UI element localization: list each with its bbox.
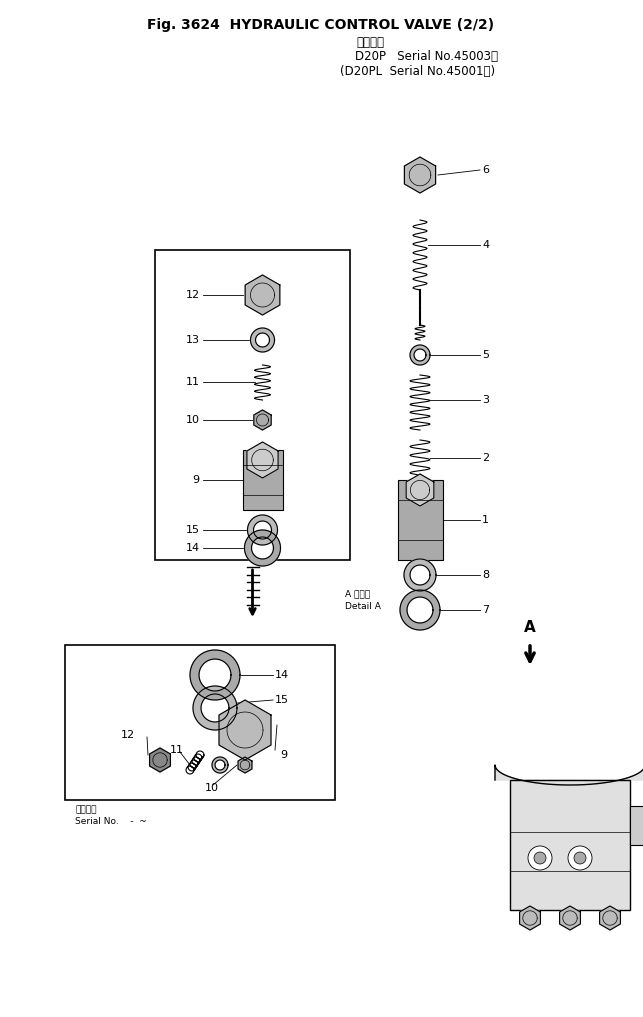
Polygon shape xyxy=(410,345,430,365)
Circle shape xyxy=(528,846,552,870)
Text: 4: 4 xyxy=(482,240,489,250)
Text: 8: 8 xyxy=(482,570,489,580)
Text: 適用号機
Serial No.    -  ~: 適用号機 Serial No. - ~ xyxy=(75,805,147,827)
Polygon shape xyxy=(245,275,280,315)
Text: 10: 10 xyxy=(205,783,219,793)
Polygon shape xyxy=(190,650,240,700)
Text: A 部詳細
Detail A: A 部詳細 Detail A xyxy=(345,589,381,611)
Polygon shape xyxy=(247,442,278,478)
Polygon shape xyxy=(600,906,620,930)
Text: 15: 15 xyxy=(275,695,289,705)
Text: A: A xyxy=(524,620,536,636)
Text: 14: 14 xyxy=(185,543,199,553)
Text: 7: 7 xyxy=(482,605,489,615)
Text: 2: 2 xyxy=(482,453,489,463)
Polygon shape xyxy=(219,700,271,760)
Polygon shape xyxy=(404,559,436,591)
Text: 3: 3 xyxy=(482,395,489,405)
Bar xyxy=(155,250,350,560)
Polygon shape xyxy=(238,757,252,773)
Polygon shape xyxy=(254,410,271,430)
Text: 15: 15 xyxy=(185,525,199,535)
Polygon shape xyxy=(559,906,581,930)
Polygon shape xyxy=(495,765,643,785)
Text: 9: 9 xyxy=(192,475,199,485)
Polygon shape xyxy=(404,157,435,193)
Polygon shape xyxy=(150,747,170,772)
Text: 13: 13 xyxy=(185,335,199,345)
Bar xyxy=(397,480,442,560)
Bar xyxy=(630,806,643,845)
Polygon shape xyxy=(251,328,275,352)
Text: 1: 1 xyxy=(482,515,489,525)
Polygon shape xyxy=(193,686,237,730)
Circle shape xyxy=(534,852,546,864)
Text: 11: 11 xyxy=(185,377,199,387)
Circle shape xyxy=(568,846,592,870)
Text: 12: 12 xyxy=(121,730,135,740)
Bar xyxy=(65,645,335,800)
Polygon shape xyxy=(520,906,540,930)
Text: 12: 12 xyxy=(185,290,199,300)
Circle shape xyxy=(574,852,586,864)
Text: Fig. 3624  HYDRAULIC CONTROL VALVE (2/2): Fig. 3624 HYDRAULIC CONTROL VALVE (2/2) xyxy=(147,18,494,32)
Polygon shape xyxy=(248,515,278,545)
Text: 9: 9 xyxy=(280,750,287,760)
Bar xyxy=(242,450,282,510)
Text: (D20PL  Serial No.45001～): (D20PL Serial No.45001～) xyxy=(340,65,495,78)
Polygon shape xyxy=(244,530,280,566)
Text: 11: 11 xyxy=(170,745,184,755)
Text: 6: 6 xyxy=(482,165,489,175)
Bar xyxy=(510,780,630,910)
Polygon shape xyxy=(400,590,440,630)
Text: 10: 10 xyxy=(185,415,199,425)
Polygon shape xyxy=(212,757,228,773)
Text: 14: 14 xyxy=(275,670,289,680)
Text: 5: 5 xyxy=(482,350,489,360)
Text: D20P   Serial No.45003～: D20P Serial No.45003～ xyxy=(355,50,498,63)
Text: 適用号機: 適用号機 xyxy=(356,36,384,49)
Polygon shape xyxy=(406,474,434,506)
